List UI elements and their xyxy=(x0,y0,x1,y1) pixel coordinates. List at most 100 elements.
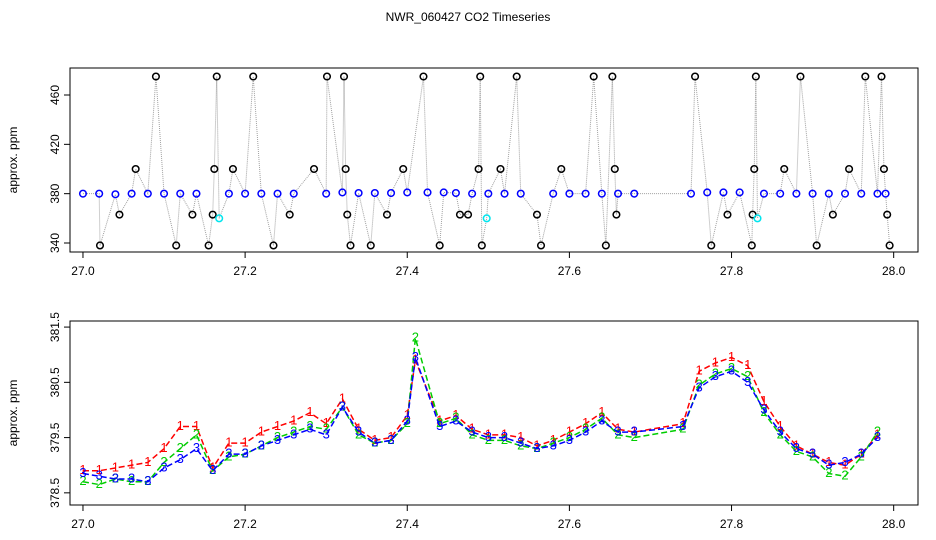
x-tick-label: 27.6 xyxy=(558,517,582,531)
series-marker: 3 xyxy=(144,473,151,488)
data-point xyxy=(500,189,509,198)
series-marker: 2 xyxy=(485,432,492,447)
data-point xyxy=(613,189,623,198)
data-point xyxy=(597,189,606,198)
x-tick-label: 27.6 xyxy=(558,264,582,278)
data-point xyxy=(885,241,894,250)
series-marker: 3 xyxy=(533,440,540,455)
series-marker: 1 xyxy=(79,462,86,477)
series-marker: 2 xyxy=(858,448,865,463)
data-point xyxy=(532,210,542,219)
data-point xyxy=(455,210,465,219)
series-marker: 3 xyxy=(112,470,119,485)
series-marker: 3 xyxy=(517,435,524,450)
series-marker: 1 xyxy=(777,418,784,433)
data-point xyxy=(776,189,785,198)
series-marker: 3 xyxy=(712,368,719,383)
series-marker: 2 xyxy=(371,435,378,450)
y-tick-label: 420 xyxy=(48,134,62,154)
series-marker: 2 xyxy=(695,377,702,392)
x-tick-label: 27.2 xyxy=(233,264,257,278)
series-marker: 2 xyxy=(874,424,881,439)
series-marker: 3 xyxy=(323,426,330,441)
series-marker: 2 xyxy=(306,418,313,433)
data-point xyxy=(719,188,728,197)
data-point xyxy=(439,188,448,197)
series-marker: 1 xyxy=(841,457,848,472)
series-marker: 1 xyxy=(468,421,475,436)
data-point xyxy=(735,188,744,197)
data-point xyxy=(536,241,546,250)
series-marker: 1 xyxy=(209,459,216,474)
data-point xyxy=(354,189,363,198)
data-point xyxy=(188,210,197,219)
series-marker: 3 xyxy=(177,451,184,466)
series-marker: 1 xyxy=(858,446,865,461)
series-marker: 3 xyxy=(809,446,816,461)
series-marker: 1 xyxy=(96,462,103,477)
data-point xyxy=(228,164,238,174)
data-point xyxy=(512,72,521,81)
data-point xyxy=(845,164,854,174)
data-point xyxy=(192,189,201,198)
series-marker: 2 xyxy=(112,470,119,485)
data-point xyxy=(881,189,890,198)
data-point xyxy=(131,164,140,174)
x-tick-label: 28.0 xyxy=(882,517,906,531)
series-marker: 2 xyxy=(533,440,540,455)
series-marker: 2 xyxy=(825,465,832,480)
y-tick-label: 340 xyxy=(48,233,62,253)
series-marker: 3 xyxy=(793,440,800,455)
data-point xyxy=(403,188,412,197)
data-point xyxy=(482,214,491,223)
data-point xyxy=(111,190,120,199)
data-point xyxy=(338,188,347,197)
series-marker: 3 xyxy=(412,349,419,364)
series-marker: 3 xyxy=(550,437,557,452)
data-point xyxy=(750,164,759,174)
series-marker: 3 xyxy=(436,418,443,433)
series-marker: 1 xyxy=(582,415,589,430)
series-marker: 2 xyxy=(841,468,848,483)
data-point xyxy=(796,72,805,81)
series-marker: 3 xyxy=(160,459,167,474)
data-point xyxy=(723,210,732,219)
series-marker: 2 xyxy=(412,330,419,345)
data-point xyxy=(322,72,332,81)
data-point xyxy=(172,241,181,250)
series-line xyxy=(82,337,879,486)
data-point xyxy=(212,72,221,81)
data-point xyxy=(366,241,375,250)
series-marker: 2 xyxy=(144,473,151,488)
series-marker: 3 xyxy=(695,379,702,394)
data-point xyxy=(857,189,866,198)
series-marker: 1 xyxy=(371,432,378,447)
series-marker: 3 xyxy=(744,374,751,389)
series-marker: 1 xyxy=(679,415,686,430)
series-marker: 2 xyxy=(452,410,459,425)
series-line xyxy=(82,356,879,472)
series-marker: 2 xyxy=(501,432,508,447)
series-marker: 3 xyxy=(339,399,346,414)
series-marker: 1 xyxy=(355,421,362,436)
series-marker: 2 xyxy=(566,429,573,444)
series-marker: 1 xyxy=(793,437,800,452)
series-marker: 1 xyxy=(339,390,346,405)
series-marker: 1 xyxy=(128,457,135,472)
series-marker: 1 xyxy=(517,429,524,444)
y-tick-label: 460 xyxy=(48,85,62,105)
data-point xyxy=(879,164,889,174)
series-marker: 2 xyxy=(274,429,281,444)
data-point xyxy=(468,189,477,198)
series-marker: 2 xyxy=(744,368,751,383)
x-tick-label: 27.0 xyxy=(71,264,95,278)
data-point xyxy=(840,189,850,198)
series-marker: 2 xyxy=(793,443,800,458)
series-marker: 2 xyxy=(160,454,167,469)
data-point xyxy=(208,210,217,219)
data-point xyxy=(309,164,319,174)
series-line xyxy=(82,357,879,483)
data-point xyxy=(249,72,258,81)
series-marker: 1 xyxy=(160,440,167,455)
data-point xyxy=(370,189,379,198)
